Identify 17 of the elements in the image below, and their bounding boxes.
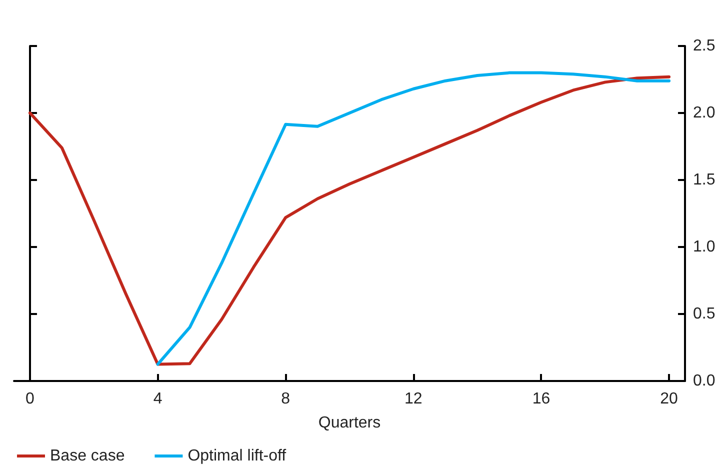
line-series bbox=[156, 71, 671, 366]
y-tick-label: 2.0 bbox=[693, 104, 716, 122]
x-tick-label: 20 bbox=[660, 390, 678, 408]
line-series bbox=[28, 75, 671, 366]
x-tick-label: 8 bbox=[281, 390, 290, 408]
y-tick-label: 1.0 bbox=[693, 238, 716, 256]
y-tick-label: 0.0 bbox=[693, 372, 716, 390]
y-tick-label: 0.5 bbox=[693, 306, 716, 322]
x-axis-title: Quarters bbox=[318, 414, 381, 432]
x-tick-label: 0 bbox=[26, 390, 35, 408]
y-tick-label: 1.5 bbox=[693, 172, 716, 188]
legend-label: Base case bbox=[50, 448, 125, 464]
legend-label: Optimal lift-off bbox=[188, 448, 287, 464]
x-tick-label: 16 bbox=[532, 390, 550, 408]
x-tick-label: 4 bbox=[153, 390, 162, 408]
x-tick-label: 12 bbox=[404, 390, 422, 408]
y-tick-label: 2.5 bbox=[693, 38, 716, 54]
